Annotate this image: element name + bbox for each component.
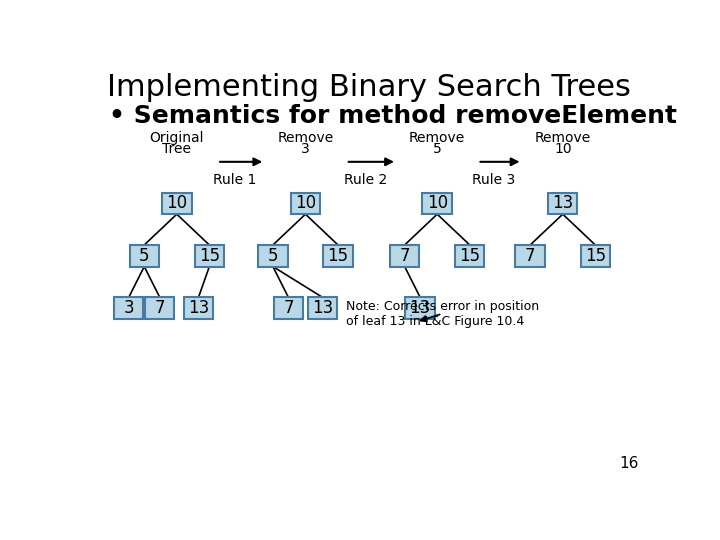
Text: Remove: Remove bbox=[277, 131, 333, 145]
Text: 3: 3 bbox=[123, 299, 134, 317]
Text: 16: 16 bbox=[619, 456, 639, 471]
Text: Remove: Remove bbox=[409, 131, 465, 145]
Text: 15: 15 bbox=[585, 247, 606, 265]
FancyBboxPatch shape bbox=[405, 298, 435, 319]
Text: Original: Original bbox=[150, 131, 204, 145]
Text: 10: 10 bbox=[295, 194, 316, 212]
FancyBboxPatch shape bbox=[130, 245, 159, 267]
Text: Rule 1: Rule 1 bbox=[213, 173, 256, 187]
Text: 10: 10 bbox=[554, 141, 572, 156]
Text: Rule 3: Rule 3 bbox=[472, 173, 516, 187]
Text: 10: 10 bbox=[166, 194, 187, 212]
Text: 7: 7 bbox=[155, 299, 165, 317]
FancyBboxPatch shape bbox=[145, 298, 174, 319]
FancyBboxPatch shape bbox=[307, 298, 337, 319]
FancyBboxPatch shape bbox=[258, 245, 287, 267]
Text: Note: Corrects error in position
of leaf 13 in L&C Figure 10.4: Note: Corrects error in position of leaf… bbox=[346, 300, 539, 328]
Text: • Semantics for method removeElement: • Semantics for method removeElement bbox=[109, 104, 678, 127]
FancyBboxPatch shape bbox=[323, 245, 353, 267]
FancyBboxPatch shape bbox=[194, 245, 224, 267]
Text: 15: 15 bbox=[459, 247, 480, 265]
Text: 10: 10 bbox=[427, 194, 448, 212]
Text: Implementing Binary Search Trees: Implementing Binary Search Trees bbox=[107, 73, 631, 103]
Text: 7: 7 bbox=[283, 299, 294, 317]
FancyBboxPatch shape bbox=[580, 245, 610, 267]
Text: 7: 7 bbox=[525, 247, 536, 265]
FancyBboxPatch shape bbox=[390, 245, 419, 267]
Text: 5: 5 bbox=[433, 141, 441, 156]
Text: 5: 5 bbox=[139, 247, 150, 265]
Text: 7: 7 bbox=[400, 247, 410, 265]
Text: 13: 13 bbox=[552, 194, 573, 212]
FancyBboxPatch shape bbox=[114, 298, 143, 319]
FancyBboxPatch shape bbox=[274, 298, 303, 319]
FancyBboxPatch shape bbox=[184, 298, 213, 319]
Text: 3: 3 bbox=[301, 141, 310, 156]
FancyBboxPatch shape bbox=[291, 193, 320, 214]
Text: Remove: Remove bbox=[535, 131, 591, 145]
FancyBboxPatch shape bbox=[548, 193, 577, 214]
Text: 15: 15 bbox=[199, 247, 220, 265]
FancyBboxPatch shape bbox=[455, 245, 485, 267]
Text: Tree: Tree bbox=[162, 141, 192, 156]
Text: 5: 5 bbox=[268, 247, 278, 265]
FancyBboxPatch shape bbox=[423, 193, 452, 214]
Text: 13: 13 bbox=[188, 299, 209, 317]
FancyBboxPatch shape bbox=[162, 193, 192, 214]
Text: 15: 15 bbox=[328, 247, 348, 265]
Text: 13: 13 bbox=[410, 299, 431, 317]
Text: 13: 13 bbox=[312, 299, 333, 317]
FancyBboxPatch shape bbox=[516, 245, 545, 267]
Text: Rule 2: Rule 2 bbox=[343, 173, 387, 187]
